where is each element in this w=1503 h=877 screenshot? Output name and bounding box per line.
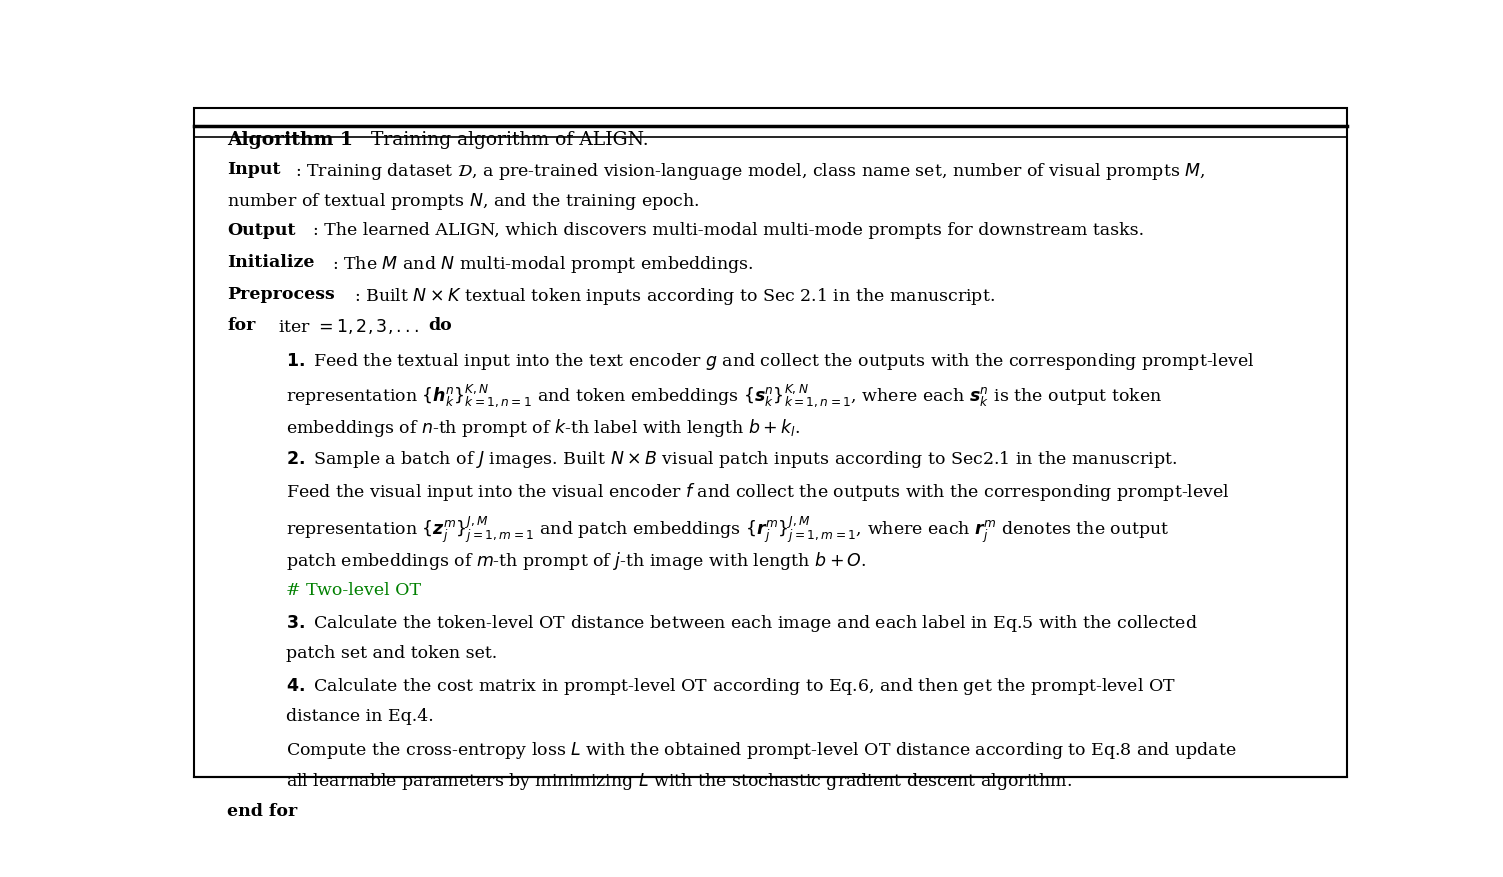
Text: : The $M$ and $N$ multi-modal prompt embeddings.: : The $M$ and $N$ multi-modal prompt emb… — [332, 253, 753, 275]
Text: Algorithm 1: Algorithm 1 — [227, 131, 353, 149]
Text: : Training dataset $\mathcal{D}$, a pre-trained vision-language model, class nam: : Training dataset $\mathcal{D}$, a pre-… — [295, 160, 1205, 182]
Text: : The learned ALIGN, which discovers multi-modal multi-mode prompts for downstre: : The learned ALIGN, which discovers mul… — [313, 222, 1144, 239]
FancyBboxPatch shape — [194, 109, 1347, 777]
Text: $\mathbf{1.}$ Feed the textual input into the text encoder $g$ and collect the o: $\mathbf{1.}$ Feed the textual input int… — [286, 351, 1255, 372]
Text: Output: Output — [227, 222, 296, 239]
Text: patch set and token set.: patch set and token set. — [286, 644, 497, 661]
Text: $\mathbf{3.}$ Calculate the token-level OT distance between each image and each : $\mathbf{3.}$ Calculate the token-level … — [286, 612, 1198, 633]
Text: all learnable parameters by minimizing $L$ with the stochastic gradient descent : all learnable parameters by minimizing $… — [286, 770, 1072, 791]
Text: for: for — [227, 317, 256, 334]
Text: representation $\{\boldsymbol{h}_k^n\}_{k=1,n=1}^{K,N}$ and token embeddings $\{: representation $\{\boldsymbol{h}_k^n\}_{… — [286, 382, 1162, 410]
Text: Feed the visual input into the visual encoder $f$ and collect the outputs with t: Feed the visual input into the visual en… — [286, 480, 1229, 502]
Text: Input: Input — [227, 160, 281, 178]
Text: patch embeddings of $m$-th prompt of $j$-th image with length $b + O$.: patch embeddings of $m$-th prompt of $j$… — [286, 549, 866, 571]
Text: $\mathbf{2.}$ Sample a batch of $J$ images. Built $N \times B$ visual patch inpu: $\mathbf{2.}$ Sample a batch of $J$ imag… — [286, 448, 1177, 469]
Text: : Built $N \times K$ textual token inputs according to Sec 2.1 in the manuscript: : Built $N \times K$ textual token input… — [355, 285, 995, 306]
Text: iter $= 1,2,3,...$: iter $= 1,2,3,...$ — [268, 317, 430, 336]
Text: # Two-level OT: # Two-level OT — [286, 581, 421, 598]
Text: distance in Eq.4.: distance in Eq.4. — [286, 707, 433, 724]
Text: $\mathbf{4.}$ Calculate the cost matrix in prompt-level OT according to Eq.6, an: $\mathbf{4.}$ Calculate the cost matrix … — [286, 675, 1175, 696]
Text: embeddings of $n$-th prompt of $k$-th label with length $b + k_l$.: embeddings of $n$-th prompt of $k$-th la… — [286, 417, 800, 439]
Text: end for: end for — [227, 802, 298, 819]
Text: representation $\{\boldsymbol{z}_j^m\}_{j=1,m=1}^{J,M}$ and patch embeddings $\{: representation $\{\boldsymbol{z}_j^m\}_{… — [286, 515, 1169, 545]
Text: Preprocess: Preprocess — [227, 285, 335, 303]
Text: Training algorithm of ALIGN.: Training algorithm of ALIGN. — [365, 131, 649, 149]
Text: Compute the cross-entropy loss $L$ with the obtained prompt-level OT distance ac: Compute the cross-entropy loss $L$ with … — [286, 738, 1237, 759]
Text: number of textual prompts $N$, and the training epoch.: number of textual prompts $N$, and the t… — [227, 190, 700, 211]
Text: Initialize: Initialize — [227, 253, 316, 271]
Text: do: do — [428, 317, 451, 334]
